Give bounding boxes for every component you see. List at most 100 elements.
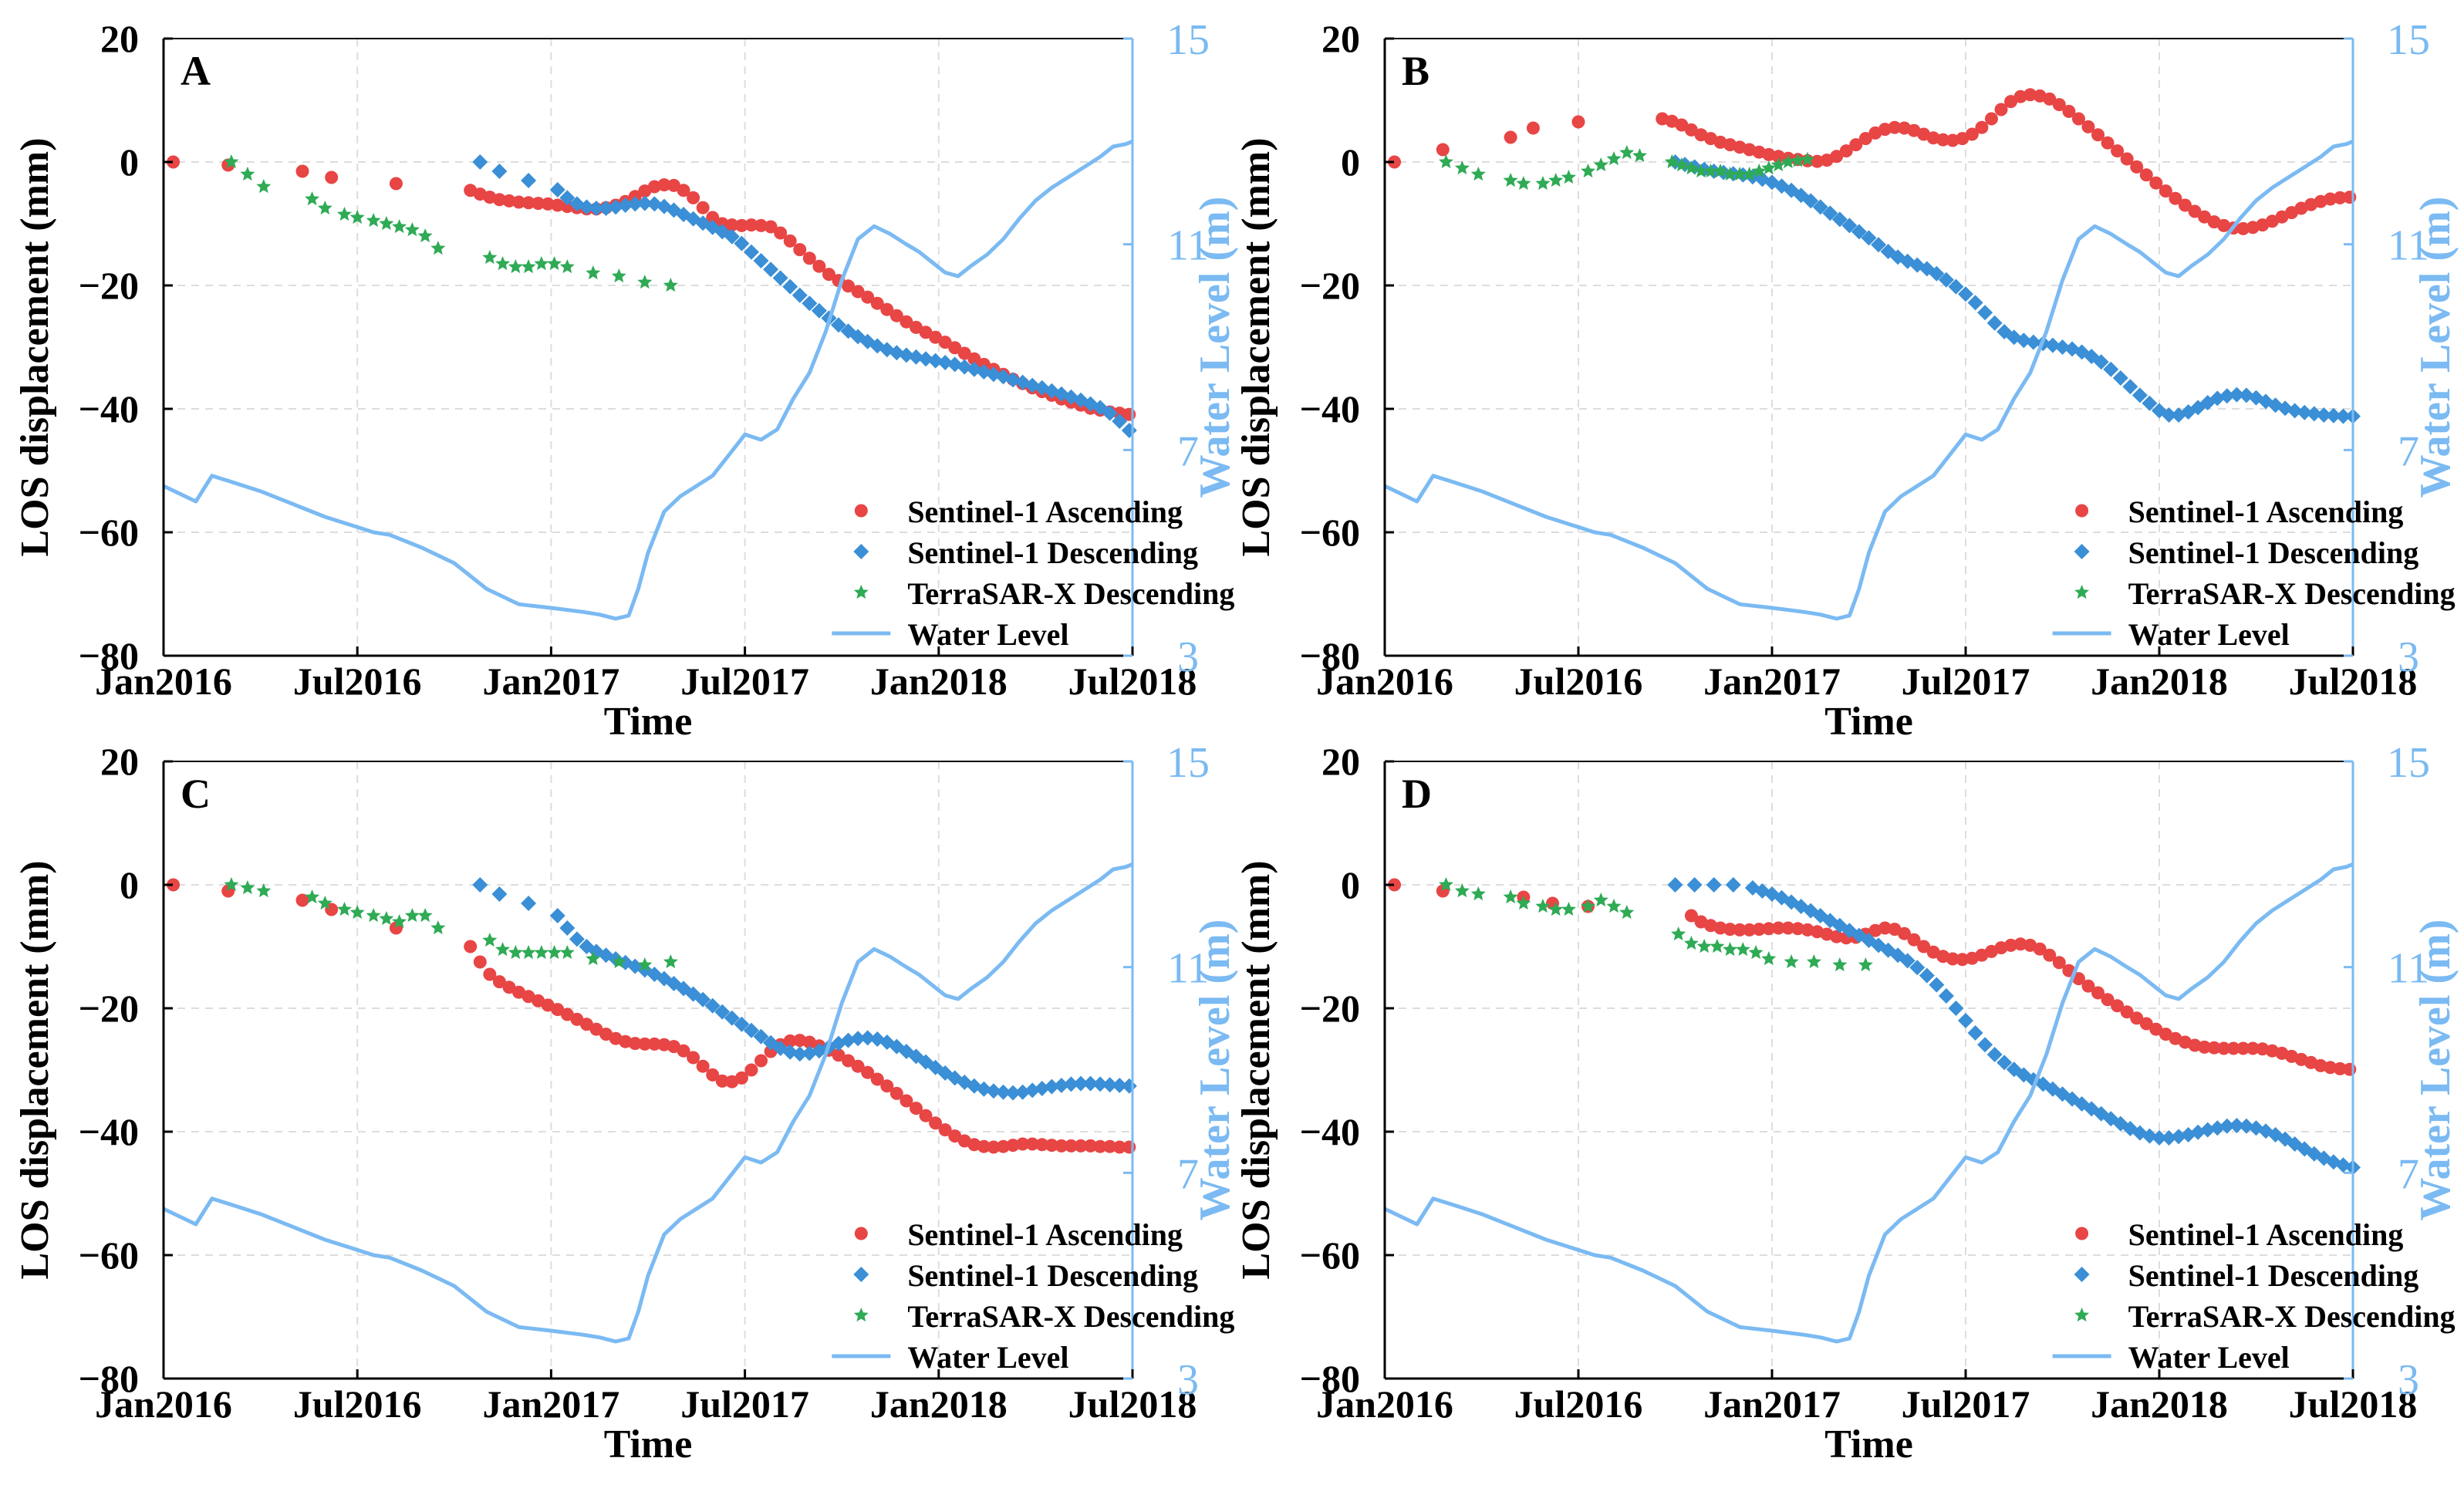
- data-point: [1024, 1082, 1041, 1099]
- data-point: [724, 1010, 740, 1026]
- data-point: [379, 911, 394, 926]
- y2-axis-title: Water Level (m): [1191, 920, 1239, 1221]
- x-tick-label: Jan2017: [1703, 660, 1841, 703]
- data-point: [2325, 407, 2341, 424]
- data-point: [2229, 386, 2245, 403]
- y2-tick-label: 15: [1166, 739, 1210, 787]
- data-point: [1878, 921, 1892, 935]
- data-point: [725, 218, 739, 232]
- data-point: [1684, 123, 1698, 137]
- data-point: [657, 178, 671, 192]
- data-point: [774, 226, 788, 240]
- data-point: [2139, 1017, 2153, 1031]
- data-point: [2052, 956, 2066, 970]
- x-axis-title: Time: [604, 700, 693, 744]
- circle-icon: [2075, 504, 2089, 518]
- data-point: [2120, 152, 2134, 166]
- data-point: [753, 1028, 769, 1045]
- data-point: [1561, 902, 1576, 916]
- data-point: [861, 290, 875, 304]
- data-point: [2093, 354, 2109, 370]
- data-point: [1045, 1139, 1058, 1153]
- data-point: [1938, 272, 1954, 288]
- data-point: [1784, 954, 1799, 969]
- legend: Sentinel-1 Ascending Sentinel-1 Descendin…: [832, 494, 1234, 652]
- data-point: [2198, 1040, 2212, 1054]
- data-point: [2091, 986, 2105, 1000]
- data-point: [1861, 230, 1877, 246]
- legend-label: TerraSAR-X Descending: [907, 576, 1234, 611]
- legend-label: Sentinel-1 Ascending: [907, 494, 1183, 529]
- data-point: [1025, 1137, 1039, 1151]
- data-point: [547, 945, 562, 960]
- data-point: [764, 220, 778, 234]
- data-point: [619, 1034, 633, 1048]
- data-point: [1664, 154, 1679, 169]
- data-point: [948, 1129, 962, 1143]
- data-point: [1858, 957, 1873, 972]
- axes: Jan2016 Jul2016 Jan2017 Jul2017 Jan2018 Jul20…: [1234, 16, 2459, 744]
- x-axis-title: Time: [1824, 700, 1913, 744]
- data-point: [2120, 1005, 2134, 1019]
- x-tick-label: Jul2016: [1514, 660, 1643, 703]
- data-point: [2091, 128, 2105, 142]
- series-sentinel-1-ascending: [1388, 878, 2357, 1076]
- data-point: [929, 330, 943, 344]
- data-point: [763, 262, 779, 278]
- data-point: [1761, 160, 1777, 175]
- x-tick-label: Jul2017: [680, 660, 809, 703]
- data-point: [1667, 877, 1683, 893]
- data-point: [918, 351, 934, 367]
- panel-label: D: [1402, 771, 1432, 817]
- data-point: [1919, 967, 1935, 984]
- legend-label: TerraSAR-X Descending: [2128, 576, 2456, 611]
- data-point: [559, 920, 575, 936]
- data-point: [1888, 120, 1902, 134]
- legend: Sentinel-1 Ascending Sentinel-1 Descendin…: [832, 1217, 1234, 1375]
- data-point: [677, 1044, 690, 1058]
- data-point: [2013, 937, 2027, 951]
- y-axis-title: LOS displacement (mm): [1234, 137, 1278, 556]
- data-point: [256, 179, 272, 194]
- data-point: [547, 256, 562, 271]
- data-point: [2101, 136, 2115, 150]
- data-point: [704, 997, 721, 1014]
- data-point: [696, 1059, 710, 1073]
- data-point: [929, 1116, 943, 1130]
- data-point: [1831, 211, 1848, 228]
- panel-label: B: [1402, 48, 1429, 94]
- data-point: [1436, 143, 1450, 157]
- data-point: [1710, 939, 1725, 953]
- data-point: [579, 199, 595, 215]
- data-point: [549, 908, 565, 923]
- data-point: [2130, 160, 2144, 174]
- x-tick-label: Jul2018: [2289, 1382, 2418, 1426]
- data-point: [2343, 1062, 2357, 1076]
- data-point: [870, 296, 884, 310]
- x-tick-label: Jul2017: [1902, 660, 2030, 703]
- data-point: [349, 210, 365, 224]
- data-point: [2199, 1122, 2216, 1138]
- data-point: [417, 228, 433, 243]
- data-point: [734, 1071, 748, 1085]
- data-point: [2004, 938, 2018, 952]
- data-point: [1742, 167, 1757, 181]
- data-point: [1849, 138, 1863, 152]
- data-point: [1909, 960, 1926, 976]
- data-point: [1948, 278, 1964, 295]
- data-point: [1793, 187, 1809, 204]
- x-axis-title: Time: [604, 1423, 693, 1466]
- y-tick-label: 0: [120, 140, 139, 184]
- data-point: [617, 197, 633, 213]
- panel-c: Jan2016 Jul2016 Jan2017 Jul2017 Jan2018 Jul20…: [13, 739, 1239, 1466]
- x-tick-label: Jan2017: [482, 660, 619, 703]
- data-point: [628, 1037, 642, 1051]
- series-sentinel-1-ascending: [167, 878, 1136, 1154]
- y2-tick-label: 11: [2388, 945, 2429, 993]
- data-point: [1470, 167, 1486, 181]
- data-point: [995, 1084, 1011, 1100]
- data-point: [2188, 1038, 2202, 1052]
- data-point: [1851, 224, 1867, 240]
- data-point: [482, 933, 498, 947]
- data-point: [2236, 1041, 2250, 1055]
